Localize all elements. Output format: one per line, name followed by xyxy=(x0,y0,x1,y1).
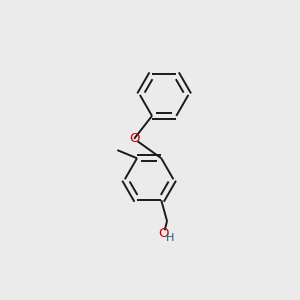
Text: H: H xyxy=(166,233,174,243)
Text: O: O xyxy=(158,227,169,240)
Text: O: O xyxy=(129,132,140,145)
